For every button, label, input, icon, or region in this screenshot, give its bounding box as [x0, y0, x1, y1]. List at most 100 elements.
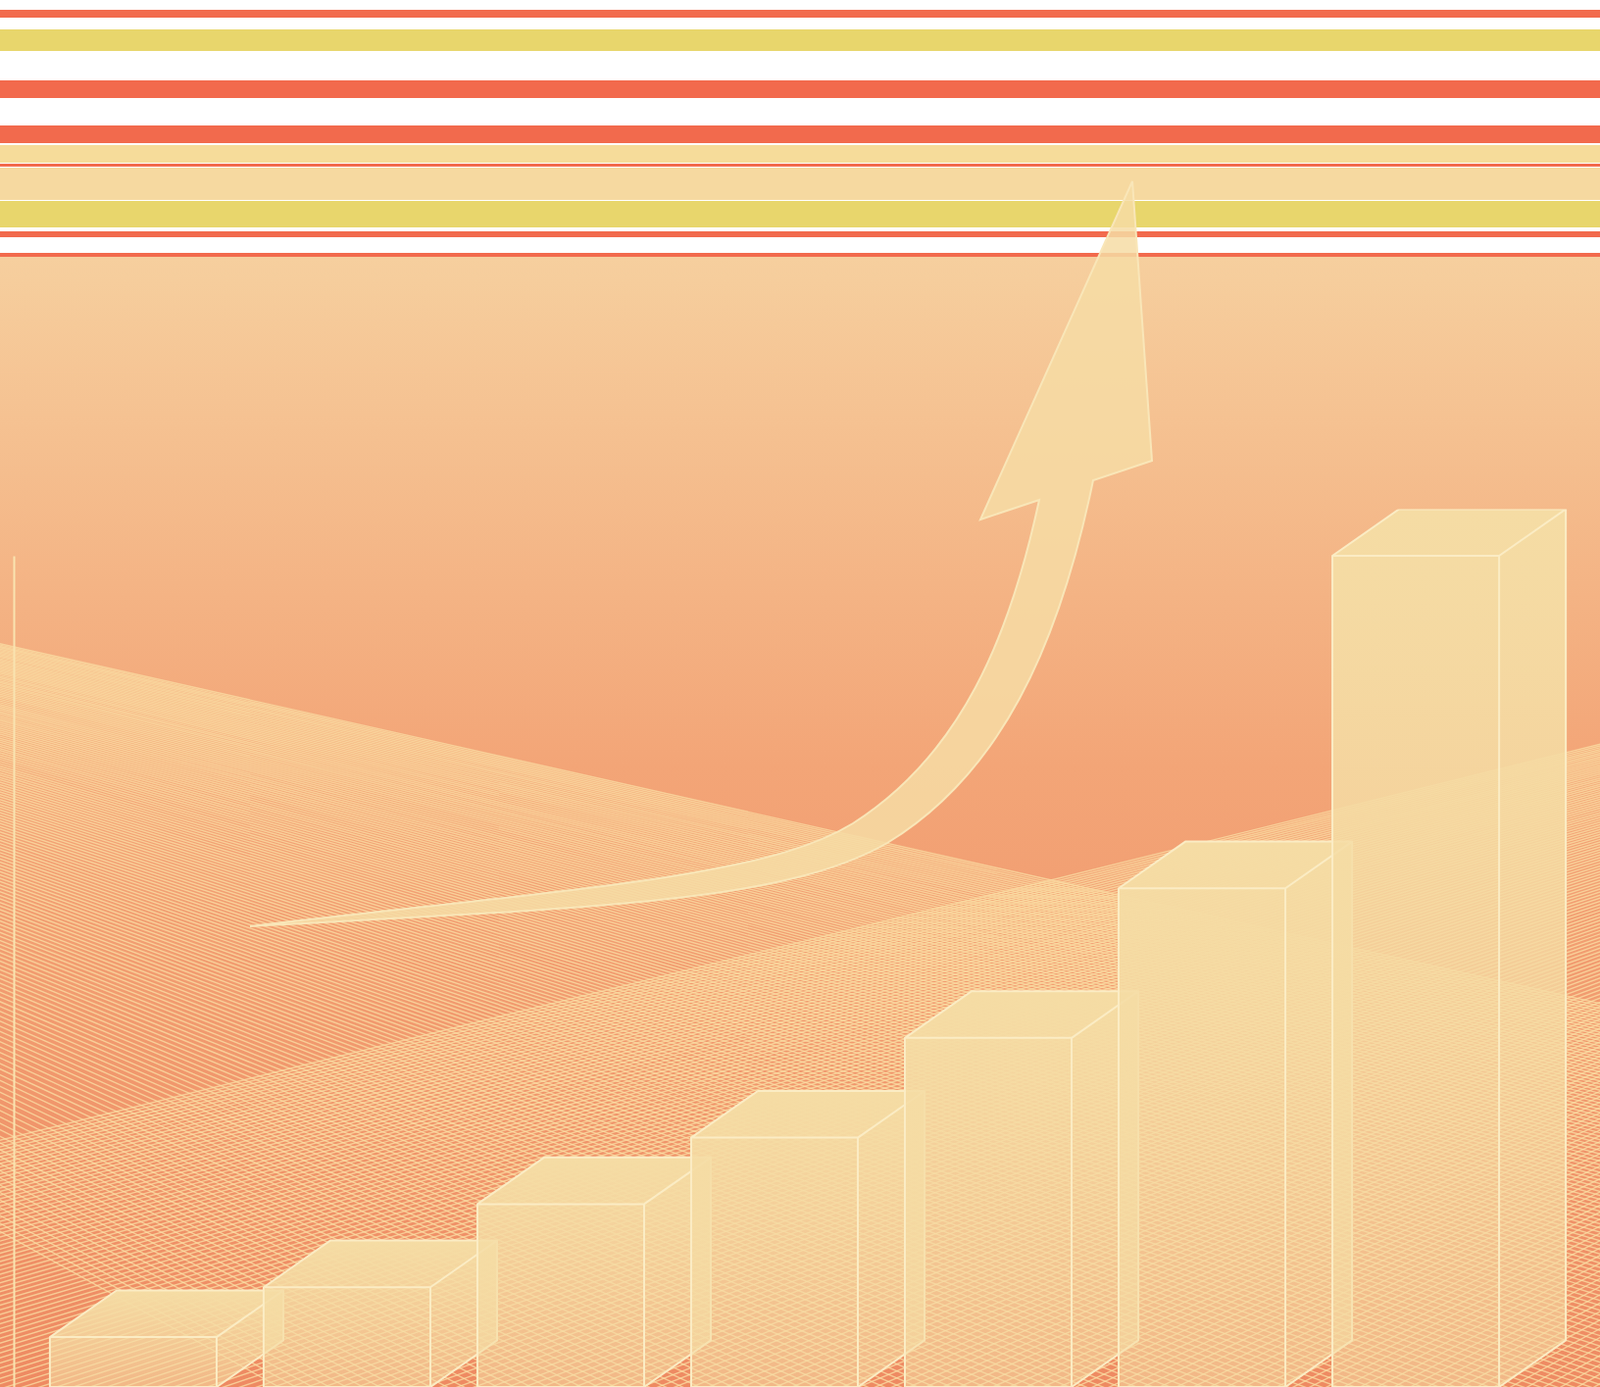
grid-line — [0, 256, 1600, 1387]
grid-line — [0, 256, 1600, 1387]
grid-line — [0, 256, 1600, 1387]
grid-line — [0, 256, 1600, 1387]
grid-line — [0, 256, 1600, 1387]
stripe — [0, 231, 1600, 238]
grid-line — [0, 256, 1600, 1387]
grid-line — [0, 256, 1600, 1387]
grid-line — [884, 266, 1600, 1387]
grid-line — [0, 256, 1600, 1387]
grid-line — [0, 256, 1600, 1387]
grid-line — [68, 266, 1600, 1387]
grid-line — [0, 256, 1600, 1387]
stripe — [0, 29, 1600, 51]
grid-line — [0, 256, 1600, 1387]
stripes — [0, 9, 1600, 257]
grid-line — [0, 256, 1600, 1387]
grid-line — [0, 256, 1600, 1387]
grid-line — [0, 256, 1600, 1387]
grid-line — [0, 256, 1600, 1387]
grid-line — [0, 256, 1600, 1387]
stripe — [0, 167, 1600, 200]
grid-line — [0, 256, 1600, 1387]
grid-line — [17, 266, 1600, 1387]
stripe — [0, 252, 1600, 257]
bar — [1118, 842, 1352, 1387]
grid-line — [0, 256, 1600, 1387]
grid-line — [0, 256, 1600, 1387]
grid-line — [0, 256, 1600, 1387]
bar — [691, 1091, 925, 1387]
grid-line — [0, 256, 1600, 1387]
bars — [50, 508, 1566, 1387]
grid-line — [0, 256, 1600, 1387]
grid-line — [1113, 266, 1600, 1387]
grid-line — [0, 256, 1600, 1387]
grid-line — [0, 256, 1600, 1387]
grid-line — [0, 256, 1600, 1387]
grid-line — [0, 256, 1600, 1387]
grid-line — [858, 266, 1600, 1387]
chart — [0, 0, 1600, 1387]
grid-line — [349, 266, 1600, 1387]
bar — [263, 1241, 498, 1387]
grid-line — [272, 266, 1600, 1387]
stripe — [0, 145, 1600, 163]
grid-line — [0, 256, 1600, 1387]
grid-line — [0, 256, 1600, 1387]
grid-line — [807, 266, 1600, 1387]
bar — [50, 1291, 284, 1387]
grid-line — [298, 266, 1600, 1387]
grid-line — [0, 256, 1600, 1387]
grid-line — [0, 256, 1600, 1387]
grid-line — [0, 256, 1600, 1387]
bar — [477, 1157, 711, 1387]
grid-line — [0, 256, 1600, 1387]
grid-line — [0, 256, 1600, 1387]
grid-line — [0, 256, 1600, 1387]
grid-line — [0, 256, 1600, 1387]
bar — [1332, 508, 1566, 1387]
grid-line — [0, 256, 1600, 1387]
bar — [904, 991, 1139, 1387]
grid-line — [0, 256, 1600, 1387]
grid-line — [0, 256, 1600, 1387]
grid-line — [0, 256, 1600, 1387]
stripe — [0, 125, 1600, 144]
grid-line — [0, 256, 1600, 1387]
grid-line — [0, 256, 1600, 1387]
grid-line — [0, 256, 1600, 1387]
y-axis — [13, 556, 15, 1387]
grid-line — [0, 256, 1600, 1387]
stripe — [0, 9, 1600, 18]
grid-line — [0, 256, 1600, 1387]
grid-line — [0, 256, 1600, 1387]
grid-line — [43, 266, 1600, 1387]
grid-line — [0, 256, 1600, 1387]
grid-line — [0, 256, 1600, 1387]
floor-grid — [0, 256, 1600, 1387]
axis-line — [13, 556, 16, 1387]
grid-line — [0, 256, 1600, 1387]
grid-line — [400, 266, 1600, 1387]
grid-line — [833, 266, 1600, 1387]
grid-line — [323, 266, 1600, 1387]
grid-line — [0, 256, 1600, 1387]
grid-line — [0, 256, 1600, 1387]
grid-line — [0, 256, 1600, 1387]
grid-line — [0, 256, 1600, 1387]
grid-line — [0, 256, 1600, 1387]
arrow — [250, 181, 1152, 927]
stripe — [0, 80, 1600, 99]
grid-line — [0, 256, 1600, 1387]
grid-line — [247, 266, 1600, 1387]
grid-line — [0, 256, 1600, 1387]
grid-line — [0, 256, 1600, 1387]
grid-line — [0, 256, 1600, 1387]
grid-line — [0, 256, 1600, 1387]
trend-arrow — [250, 181, 1152, 927]
grid-line — [0, 256, 1600, 1387]
stripe — [0, 163, 1600, 167]
grid-line — [0, 256, 1600, 1387]
grid-line — [0, 256, 1600, 1387]
grid-line — [0, 256, 1600, 1387]
